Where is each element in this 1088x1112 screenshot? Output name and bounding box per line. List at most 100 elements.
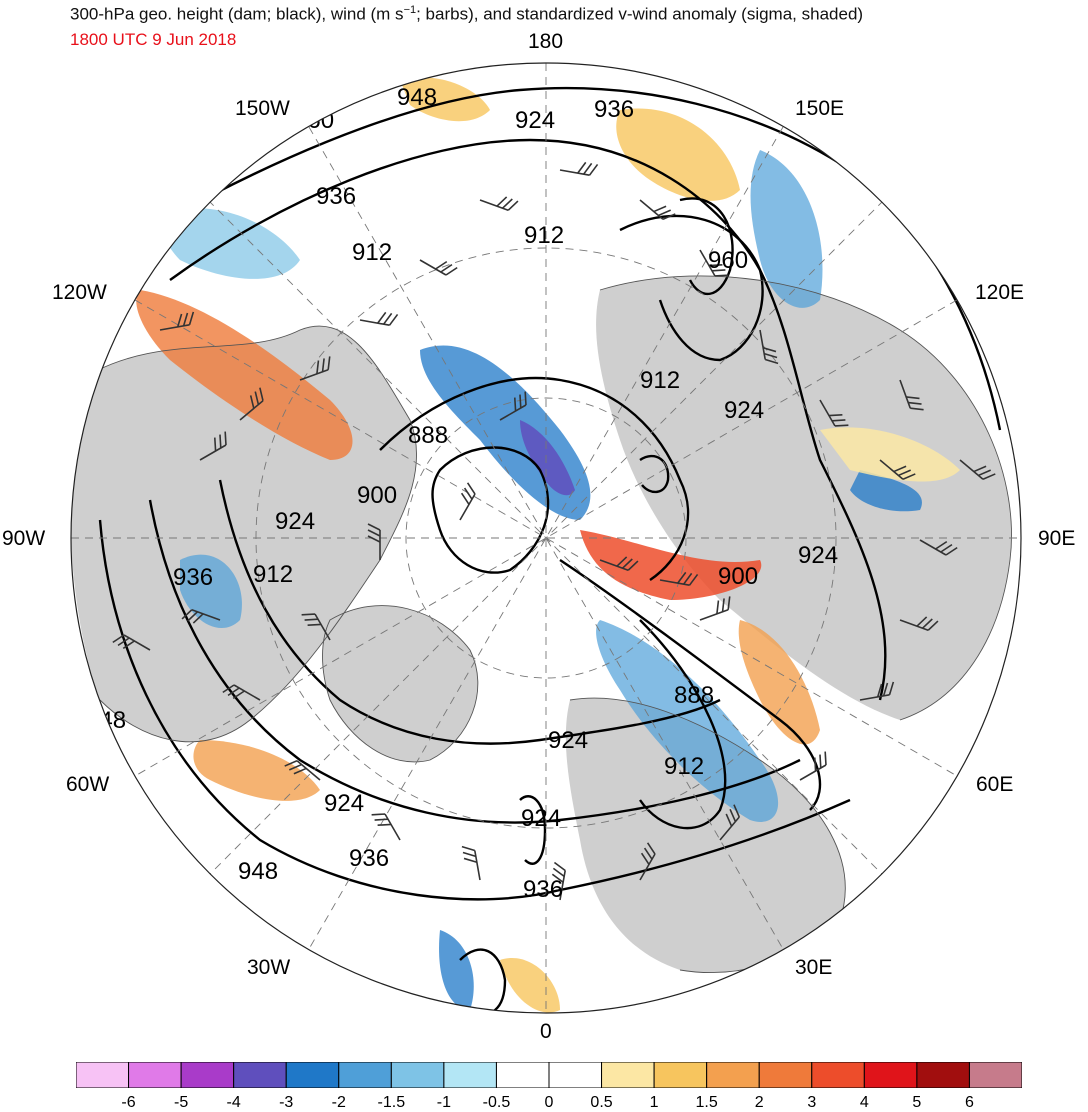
wind-barb xyxy=(112,634,151,651)
contour-label: 924 xyxy=(521,805,561,832)
colorbar-swatch xyxy=(863,1062,918,1088)
wind-barb xyxy=(371,813,401,841)
colorbar-swatch xyxy=(916,1062,970,1088)
colorbar-tick-label: 5 xyxy=(912,1094,922,1111)
colorbar-swatch xyxy=(76,1062,130,1088)
colorbar-tick-label: 0 xyxy=(544,1094,554,1111)
colorbar-swatch xyxy=(128,1062,182,1088)
anomaly-positive-5 xyxy=(193,740,320,801)
wind-barb xyxy=(222,684,261,701)
colorbar-tick-label: -6 xyxy=(121,1094,136,1111)
anomaly-positive-8 xyxy=(400,77,490,122)
contour-label: 900 xyxy=(357,482,397,509)
colorbar-swatch xyxy=(601,1062,655,1088)
colorbar-tick-label: 1 xyxy=(649,1094,659,1111)
valid-time: 1800 UTC 9 Jun 2018 xyxy=(70,30,237,49)
contour-label: 924 xyxy=(724,397,764,424)
colorbar-tick-label: 1.5 xyxy=(695,1094,718,1111)
wind-barb xyxy=(239,387,264,421)
lon-label-30e: 30E xyxy=(795,956,833,979)
contour-label: 924 xyxy=(324,790,364,817)
land-asia xyxy=(596,275,1012,720)
colorbar-tick-label: -1 xyxy=(436,1094,451,1111)
wind-barb xyxy=(879,459,916,481)
wind-barb xyxy=(819,399,849,427)
contour-label: 912 xyxy=(352,239,392,266)
lon-label-120e: 120E xyxy=(975,281,1025,304)
colorbar-swatch xyxy=(443,1062,497,1088)
contour-label: 948 xyxy=(86,707,126,734)
anomaly-negative-8 xyxy=(439,930,474,1010)
wind-barb xyxy=(959,459,996,481)
contour-label: 960 xyxy=(294,107,334,134)
anomaly-positive-1 xyxy=(136,290,353,460)
wind-barb xyxy=(919,539,958,556)
lon-label-60e: 60E xyxy=(976,773,1014,796)
colorbar-tick-label: -2 xyxy=(331,1094,346,1111)
wind-barb xyxy=(301,613,331,641)
anomaly-positive-4 xyxy=(616,108,740,201)
anomaly-negative-3 xyxy=(596,620,779,822)
colorbar-swatch xyxy=(338,1062,392,1088)
colorbar-swatch xyxy=(968,1062,1022,1088)
lon-label-60w: 60W xyxy=(66,773,110,796)
colorbar-tick-label: -1.5 xyxy=(377,1094,406,1111)
colorbar-swatch xyxy=(706,1062,760,1088)
wind-barbs xyxy=(112,161,996,901)
wind-barb xyxy=(419,259,458,276)
height-contours xyxy=(98,86,1002,1013)
contour-label: 888 xyxy=(408,422,448,449)
contour-label: 948 xyxy=(238,858,278,885)
wind-barb xyxy=(181,608,221,624)
colorbar-swatch xyxy=(758,1062,813,1088)
colorbar-swatch xyxy=(233,1062,287,1088)
contour-label: 936 xyxy=(316,183,356,210)
wind-barb xyxy=(499,391,527,421)
wind-barb xyxy=(699,596,731,621)
colorbar-swatch xyxy=(180,1062,235,1088)
wind-barb xyxy=(159,311,195,331)
anomaly-positive-2 xyxy=(580,530,762,600)
wind-barb xyxy=(799,751,827,781)
wind-barb xyxy=(551,861,566,901)
lon-label-30w: 30W xyxy=(247,956,291,979)
lon-label-90w: 90W xyxy=(2,527,46,550)
contour-label: 936 xyxy=(523,876,563,903)
colorbar-tick-label: 4 xyxy=(859,1094,869,1111)
wind-barb xyxy=(639,842,656,881)
wind-barb xyxy=(859,681,895,701)
colorbar-tick-label: 3 xyxy=(807,1094,817,1111)
contour-label: 912 xyxy=(253,561,293,588)
colorbar-tick-label: -5 xyxy=(173,1094,189,1111)
colorbar-tick-label: -4 xyxy=(226,1094,241,1111)
anomaly-positive-3 xyxy=(738,620,820,745)
colorbar-tick-label: -3 xyxy=(279,1094,294,1111)
wind-barb xyxy=(459,482,476,521)
graticule xyxy=(71,63,1021,1013)
contour-label: 924 xyxy=(275,508,315,535)
wind-barb xyxy=(479,196,519,212)
colorbar-tick-label: 0.5 xyxy=(590,1094,613,1111)
anomaly-negative-7 xyxy=(180,554,242,629)
wind-barb xyxy=(659,571,699,586)
contour-label: 888 xyxy=(674,682,714,709)
contour-label: 948 xyxy=(397,84,437,111)
anomaly-negative-4 xyxy=(750,150,823,308)
colorbar-swatch xyxy=(495,1062,550,1088)
colorbar-swatch xyxy=(390,1062,445,1088)
anomaly-positive-6 xyxy=(500,958,560,1013)
contour-label: 936 xyxy=(173,564,213,591)
wind-barb xyxy=(759,329,779,365)
contour-label: 924 xyxy=(548,727,588,754)
lon-label-120w: 120W xyxy=(52,281,107,304)
wind-barb xyxy=(719,804,741,841)
wind-barb xyxy=(899,379,924,411)
lon-label-90e: 90E xyxy=(1038,527,1076,550)
wind-barb xyxy=(559,161,599,176)
colorbar-swatch xyxy=(811,1062,865,1088)
lon-label-150e: 150E xyxy=(795,97,845,120)
colorbar-swatch xyxy=(548,1062,603,1088)
wind-barb xyxy=(299,356,331,381)
contour-label: 936 xyxy=(594,96,634,123)
wind-barb xyxy=(461,845,481,881)
